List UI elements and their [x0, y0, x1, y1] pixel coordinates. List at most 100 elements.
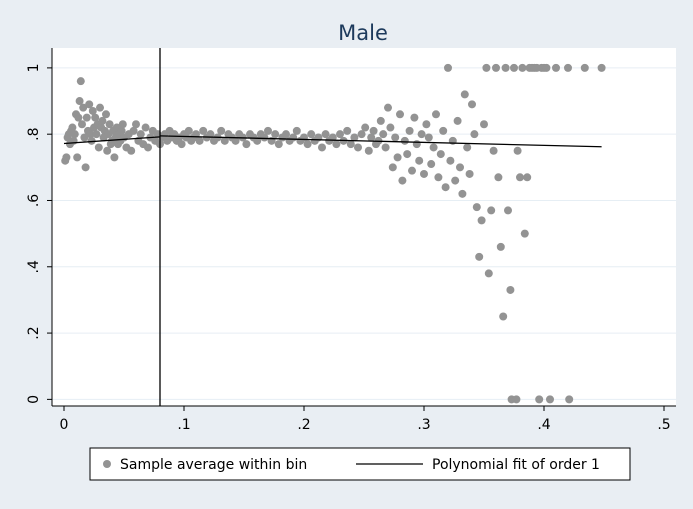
data-point [512, 395, 521, 404]
data-point [303, 140, 312, 149]
data-point [429, 143, 438, 152]
data-point [195, 136, 204, 145]
x-axis-ticks: 0 .1 .2 .3 .4 .5 [60, 406, 671, 433]
data-point [321, 130, 330, 139]
data-point [350, 133, 359, 142]
data-point [458, 189, 467, 198]
data-point [472, 203, 481, 212]
data-point [463, 143, 472, 152]
data-point [271, 130, 280, 139]
data-point [388, 163, 397, 172]
legend-marker-points [103, 460, 111, 468]
data-point [62, 153, 71, 162]
data-point [504, 206, 512, 215]
data-point [369, 126, 378, 135]
data-point [410, 113, 419, 122]
data-point [434, 173, 443, 182]
data-point [292, 126, 301, 135]
data-point [70, 130, 79, 139]
data-point [80, 133, 89, 142]
data-point [523, 173, 532, 182]
data-point [87, 136, 96, 145]
data-point [82, 113, 91, 122]
data-point [336, 130, 344, 139]
data-point [393, 153, 402, 162]
data-point [494, 173, 503, 182]
data-point [141, 123, 150, 132]
y-tick-label: .4 [26, 260, 42, 273]
data-point [231, 136, 240, 145]
data-point [136, 130, 145, 139]
legend: Sample average within bin Polynomial fit… [89, 447, 631, 481]
data-point [110, 153, 119, 162]
data-point [475, 252, 484, 261]
data-point [118, 120, 127, 129]
data-point [75, 97, 84, 106]
x-tick-label: .1 [177, 417, 190, 433]
data-point [92, 130, 101, 139]
data-point [460, 90, 469, 99]
data-point [68, 123, 77, 132]
data-point [105, 120, 114, 129]
data-point [132, 120, 140, 129]
data-point [506, 285, 515, 294]
x-tick-label: .2 [297, 417, 310, 433]
fit-lines [63, 135, 602, 148]
x-tick-label: .4 [537, 417, 550, 433]
data-point [381, 143, 390, 152]
data-point [441, 183, 450, 192]
data-point [91, 113, 100, 122]
data-point [307, 130, 316, 139]
data-point [129, 126, 138, 135]
data-point [499, 312, 508, 321]
data-point [127, 146, 136, 155]
data-points [61, 63, 606, 404]
data-point [456, 163, 464, 172]
legend-label-fit: Polynomial fit of order 1 [432, 457, 600, 473]
data-point [427, 160, 436, 169]
data-point [199, 126, 208, 135]
data-point [274, 140, 283, 149]
data-point [177, 140, 186, 149]
data-point [432, 110, 440, 119]
data-point [513, 146, 522, 155]
data-point [420, 169, 428, 178]
data-point [400, 136, 409, 145]
data-point [492, 63, 500, 72]
data-point [94, 143, 103, 152]
data-point [546, 395, 554, 404]
data-point [367, 133, 376, 142]
data-point [103, 146, 112, 155]
data-point [86, 130, 95, 139]
data-point [354, 143, 362, 152]
data-point [565, 395, 574, 404]
data-point [564, 63, 572, 72]
data-point [487, 206, 496, 215]
data-point [73, 153, 82, 162]
data-point [510, 63, 518, 72]
data-point [184, 126, 193, 135]
data-point [357, 130, 366, 139]
data-point [332, 140, 341, 149]
data-point [318, 143, 326, 152]
data-point [501, 63, 510, 72]
data-point [391, 133, 400, 142]
data-point [88, 106, 97, 115]
data-point [379, 130, 388, 139]
data-point [85, 100, 94, 109]
data-point [424, 133, 433, 142]
data-point [415, 156, 424, 165]
data-point [489, 146, 498, 155]
data-point [74, 113, 83, 122]
fit-line-segment [159, 135, 602, 148]
data-point [242, 140, 251, 149]
data-point [78, 120, 86, 129]
y-tick-label: .2 [26, 326, 42, 339]
data-point [535, 395, 544, 404]
y-axis-ticks: 0 .2 .4 .6 .8 1 [26, 63, 52, 404]
data-point [516, 173, 524, 182]
data-point [444, 63, 452, 72]
fit-line-segment [63, 136, 161, 145]
data-point [465, 169, 474, 178]
